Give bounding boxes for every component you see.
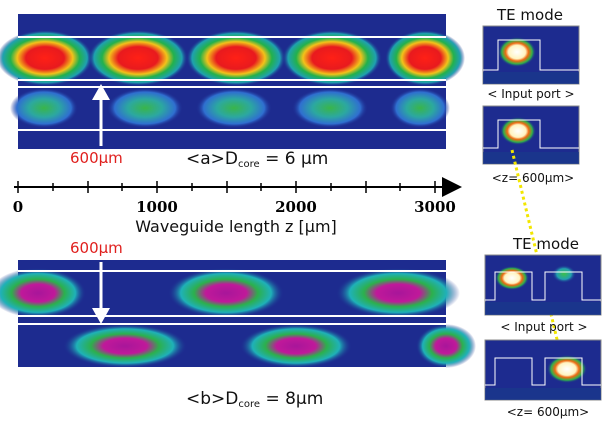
- panel-b-guide-lines: [18, 270, 446, 369]
- axis-title: Waveguide length z [μm]: [135, 217, 337, 236]
- side-b-title: TE mode: [512, 235, 579, 253]
- axis-tick-label-3000: 3000: [414, 198, 456, 216]
- side-a-input-label: < Input port >: [487, 87, 574, 101]
- side-a-output-label: <z= 600μm>: [492, 171, 575, 185]
- panel-b-upper-row: [0, 268, 460, 318]
- panel-b-field: [0, 260, 476, 369]
- side-a-output-mode: [482, 105, 580, 165]
- panel-b-lower-row: [63, 324, 476, 368]
- panel-a-field: [0, 14, 465, 149]
- side-b-input-label: < Input port >: [500, 320, 587, 334]
- side-a-title: TE mode: [496, 6, 563, 24]
- side-b-output-mode: [484, 339, 602, 401]
- panel-a-caption: <a>Dcore = 6 μm: [186, 149, 328, 170]
- panel-a-lower-row: [10, 88, 450, 128]
- panel-a-upper-row: [0, 30, 465, 86]
- axis-ticks: [17, 181, 436, 193]
- axis-tick-label-1000: 1000: [136, 198, 178, 216]
- axis-tick-label-2000: 2000: [275, 198, 317, 216]
- panel-a-marker-arrow: [92, 84, 110, 146]
- panel-b-caption: <b>Dcore = 8μm: [186, 389, 323, 410]
- panel-a-marker-label: 600μm: [70, 149, 123, 167]
- side-b-input-mode: [484, 254, 602, 316]
- panel-b-marker-label: 600μm: [70, 239, 123, 257]
- side-b-output-label: <z= 600μm>: [507, 405, 590, 419]
- length-axis: 0 1000 2000 3000 Waveguide length z [μm]: [13, 177, 462, 236]
- side-a-input-mode: [482, 25, 580, 85]
- panel-a-guide-lines: [18, 36, 446, 131]
- axis-tick-label-0: 0: [13, 198, 23, 216]
- panel-b-marker-arrow: [92, 262, 110, 324]
